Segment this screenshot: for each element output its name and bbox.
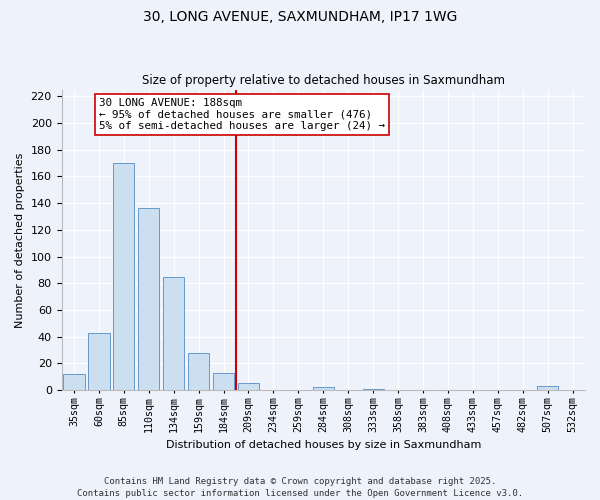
Text: 30 LONG AVENUE: 188sqm
← 95% of detached houses are smaller (476)
5% of semi-det: 30 LONG AVENUE: 188sqm ← 95% of detached… [99,98,385,131]
Bar [213,372,234,390]
Bar [88,332,110,390]
Text: 30, LONG AVENUE, SAXMUNDHAM, IP17 1WG: 30, LONG AVENUE, SAXMUNDHAM, IP17 1WG [143,10,457,24]
Bar [313,388,334,390]
Bar [238,384,259,390]
Text: Contains HM Land Registry data © Crown copyright and database right 2025.
Contai: Contains HM Land Registry data © Crown c… [77,476,523,498]
Bar [163,276,184,390]
Bar [138,208,160,390]
X-axis label: Distribution of detached houses by size in Saxmundham: Distribution of detached houses by size … [166,440,481,450]
Bar [64,374,85,390]
Title: Size of property relative to detached houses in Saxmundham: Size of property relative to detached ho… [142,74,505,87]
Bar [113,163,134,390]
Y-axis label: Number of detached properties: Number of detached properties [15,152,25,328]
Bar [188,352,209,390]
Bar [537,386,558,390]
Bar [362,389,384,390]
